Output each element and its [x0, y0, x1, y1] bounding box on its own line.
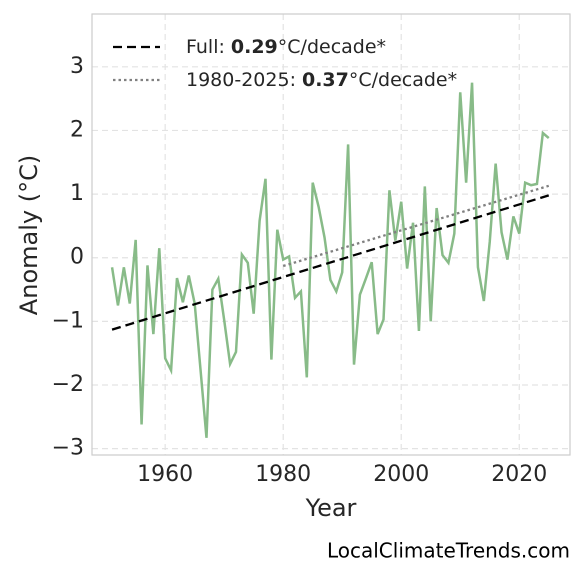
plot-frame [91, 13, 571, 456]
legend-prefix: 1980-2025: [186, 69, 296, 91]
legend-entry: Full: 0.29°C/decade* [186, 36, 386, 58]
data-line [110, 82, 550, 438]
y-tick-label: −3 [52, 436, 84, 461]
legend-unit: °C/decade* [349, 69, 457, 91]
legend-entry: 1980-2025: 0.37°C/decade* [186, 69, 457, 91]
y-tick-label: 0 [70, 245, 84, 270]
trend-line [111, 194, 550, 331]
legend-unit: °C/decade* [278, 36, 386, 58]
y-tick-label: 2 [70, 117, 84, 142]
y-axis-label: Anomaly (°C) [15, 155, 43, 315]
legend-rate: 0.29 [231, 36, 278, 58]
y-tick-label: −1 [52, 308, 84, 333]
x-tick-label: 2020 [491, 462, 547, 487]
legend-rate: 0.37 [302, 69, 349, 91]
x-tick-label: 1960 [137, 462, 193, 487]
y-tick-label: 1 [70, 181, 84, 206]
x-axis-label: Year [305, 494, 357, 522]
legend-prefix: Full: [186, 36, 225, 58]
y-tick-label: −2 [52, 372, 84, 397]
y-tick-label: 3 [70, 54, 84, 79]
trend-line [282, 184, 550, 268]
x-tick-label: 2000 [373, 462, 429, 487]
x-tick-label: 1980 [255, 462, 311, 487]
watermark: LocalClimateTrends.com [327, 539, 570, 563]
